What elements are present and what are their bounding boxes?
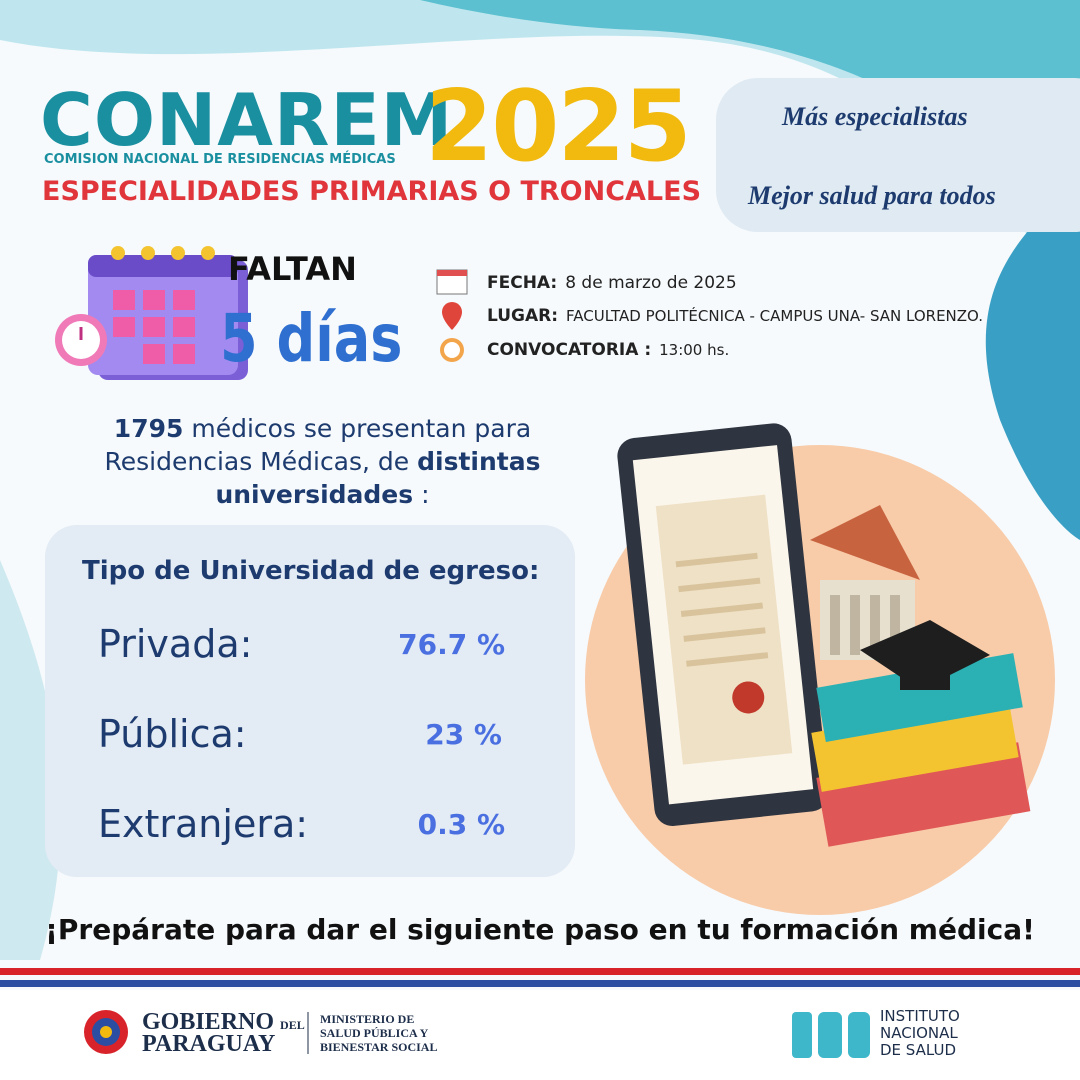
detail-value: FACULTAD POLITÉCNICA - CAMPUS UNA- SAN L…	[566, 307, 984, 325]
countdown-value: 5 días	[220, 300, 403, 377]
gov-line: PARAGUAY	[142, 1031, 276, 1057]
intro-bold: distintas universidades	[215, 447, 541, 509]
row-label: Extranjera:	[98, 802, 309, 846]
institute-line: NACIONAL	[880, 1024, 958, 1042]
row-value: 23 %	[425, 718, 502, 751]
countdown-label: FALTAN	[228, 250, 357, 288]
row-value: 76.7 %	[398, 628, 505, 661]
row-label: Privada:	[98, 622, 253, 666]
institute-line: DE SALUD	[880, 1041, 956, 1059]
ministry-line: BIENESTAR SOCIAL	[320, 1040, 438, 1054]
ministry-line: MINISTERIO DE	[320, 1012, 415, 1026]
institute-line: INSTITUTO	[880, 1007, 960, 1025]
gov-line: GOBIERNO DEL	[142, 1009, 305, 1036]
detail-value: 8 de marzo de 2025	[565, 273, 737, 293]
intro-bold: 1795	[113, 414, 184, 443]
slogan-box	[716, 78, 1080, 232]
institute: INSTITUTO NACIONAL DE SALUD	[880, 1008, 960, 1059]
table-title: Tipo de Universidad de egreso:	[82, 556, 540, 586]
subtitle: COMISION NACIONAL DE RESIDENCIAS MÉDICAS	[44, 152, 396, 167]
detail: LUGAR: FACULTAD POLITÉCNICA - CAMPUS UNA-…	[487, 306, 983, 326]
table-box	[45, 525, 575, 877]
detail: FECHA: 8 de marzo de 2025	[487, 273, 737, 293]
intro-text: médicos se presentan para Residencias Mé…	[104, 414, 532, 476]
detail-label: FECHA:	[487, 273, 558, 293]
detail: CONVOCATORIA : 13:00 hs.	[487, 340, 729, 360]
row-value: 0.3 %	[417, 808, 505, 841]
slogan-line: Más especialistas	[782, 102, 968, 131]
ministry: MINISTERIO DE SALUD PÚBLICA Y BIENESTAR SO…	[320, 1012, 437, 1054]
detail-value: 13:00 hs.	[659, 341, 730, 359]
tagline: ¡Prepárate para dar el siguiente paso en…	[45, 913, 1035, 946]
gov-word: DEL	[280, 1018, 305, 1032]
intro: 1795 médicos se presentan para Residenci…	[80, 412, 565, 511]
detail-label: CONVOCATORIA :	[487, 340, 652, 360]
gov-word: GOBIERNO	[142, 1009, 275, 1035]
year: 2025	[425, 70, 692, 184]
ministry-line: SALUD PÚBLICA Y	[320, 1026, 429, 1040]
heading: ESPECIALIDADES PRIMARIAS O TRONCALES	[42, 176, 702, 207]
brand: CONAREM	[40, 78, 454, 162]
intro-text: :	[413, 480, 430, 509]
detail-label: LUGAR:	[487, 306, 559, 326]
row-label: Pública:	[98, 712, 247, 756]
slogan-line: Mejor salud para todos	[748, 181, 996, 210]
